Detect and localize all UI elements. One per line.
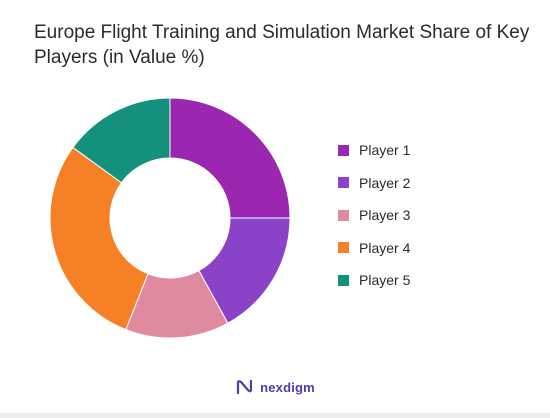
nexdigm-logo-icon	[236, 379, 253, 395]
legend-label: Player 4	[359, 239, 411, 256]
legend: Player 1 Player 2 Player 3 Player 4 Play…	[338, 140, 410, 303]
legend-item-player-3: Player 3	[338, 205, 410, 225]
legend-item-player-2: Player 2	[338, 173, 410, 193]
legend-swatch	[338, 177, 349, 188]
legend-item-player-5: Player 5	[338, 270, 410, 290]
donut-slice-player-1	[169, 97, 291, 219]
chart-title: Europe Flight Training and Simulation Ma…	[34, 22, 530, 68]
legend-swatch	[338, 209, 349, 221]
legend-swatch	[338, 242, 349, 253]
legend-label: Player 2	[359, 174, 411, 191]
donut-chart	[49, 97, 291, 339]
legend-item-player-1: Player 1	[338, 140, 410, 160]
donut-slice-player-2	[198, 217, 291, 324]
donut-slice-player-4	[49, 146, 149, 331]
brand-name: nexdigm	[260, 379, 315, 395]
legend-item-player-4: Player 4	[338, 238, 410, 258]
legend-label: Player 3	[359, 207, 411, 223]
legend-swatch	[338, 144, 349, 156]
legend-swatch	[338, 274, 349, 286]
legend-label: Player 5	[359, 272, 411, 288]
bottom-divider	[0, 413, 550, 418]
donut-slice-player-5	[72, 97, 171, 184]
brand-footer: nexdigm	[0, 378, 550, 396]
legend-label: Player 1	[359, 142, 411, 158]
